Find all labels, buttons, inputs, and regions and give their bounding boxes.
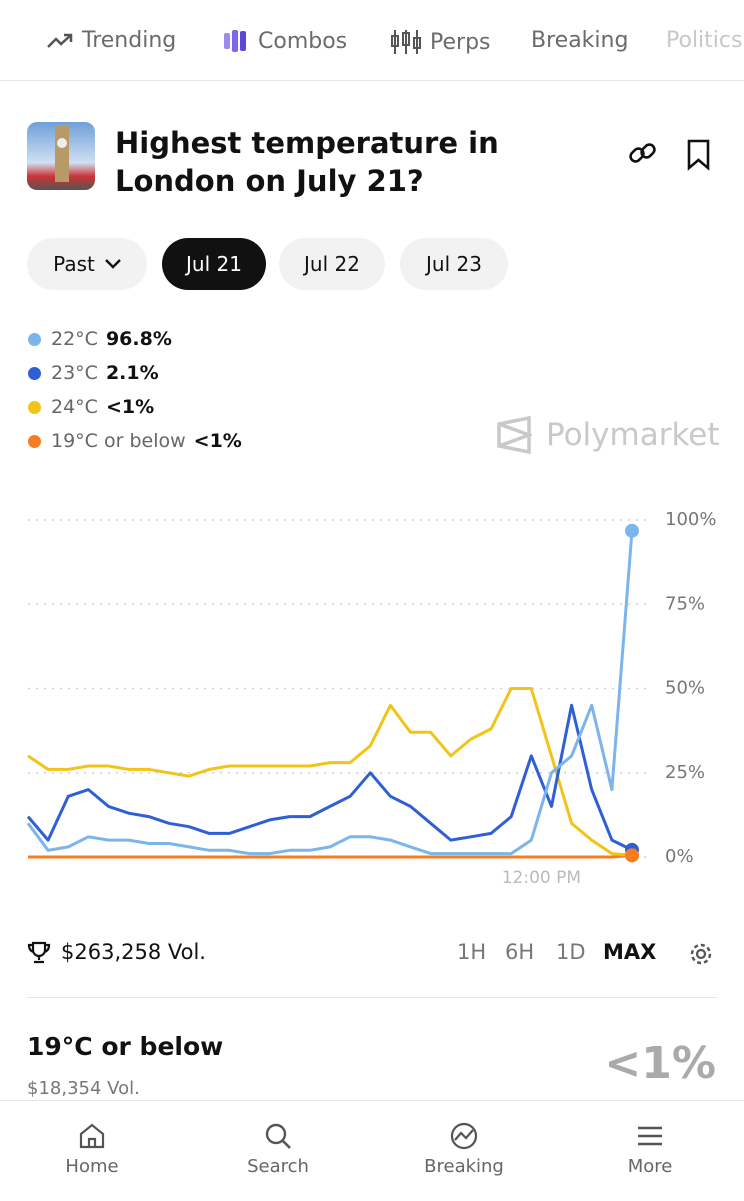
market-title: Highest temperature in London on July 21… — [115, 126, 499, 198]
icon — [638, 1126, 662, 1146]
icon — [391, 30, 421, 54]
y-tick-label: 75% — [665, 593, 705, 614]
chevron — [104, 259, 121, 269]
watermark-text: Polymarket — [546, 417, 720, 453]
tower — [55, 126, 69, 182]
tab-label: Trending — [82, 28, 177, 53]
nav-item[interactable]: Breaking — [404, 1121, 524, 1177]
legend-value: <1% — [105, 396, 155, 418]
nav-label: Home — [65, 1156, 119, 1177]
series-line — [28, 853, 633, 859]
y-tick-label: 100% — [665, 509, 716, 530]
legend-value: 2.1% — [105, 362, 159, 384]
clock — [57, 138, 67, 148]
nav-label: Breaking — [424, 1156, 504, 1177]
bottom-nav: Home Search Breaking More — [0, 1100, 744, 1201]
settings-button[interactable] — [687, 940, 715, 968]
nav-tab[interactable]: Trending — [46, 28, 176, 53]
divider — [27, 997, 717, 998]
outcome-chance: <1% — [604, 1038, 716, 1089]
icon — [450, 1122, 478, 1150]
logo — [497, 416, 532, 454]
date-pill[interactable]: Jul 21 — [162, 238, 266, 290]
series-line — [27, 687, 633, 857]
nav-tab[interactable]: Breaking — [531, 28, 628, 53]
legend-entry: 19°C or below <1% — [28, 430, 242, 452]
legend-name: 23°C — [51, 362, 98, 384]
pill-label: Jul 21 — [186, 252, 242, 276]
trophy-icon — [27, 941, 51, 964]
legend-name: 22°C — [51, 328, 98, 350]
market-image — [27, 122, 95, 190]
tab-label: Politics — [666, 28, 743, 53]
legend-name: 24°C — [51, 396, 98, 418]
legend-dot — [28, 400, 41, 414]
nav-label: Search — [247, 1156, 309, 1177]
top-nav: Trending Combos Perps Breaking Politics — [0, 0, 744, 81]
y-tick-label: 25% — [665, 762, 705, 783]
legend-dot — [28, 366, 41, 380]
y-tick-label: 50% — [665, 678, 705, 699]
link-button[interactable] — [626, 138, 660, 172]
icon — [79, 1123, 105, 1149]
date-pill[interactable]: Jul 22 — [279, 238, 385, 290]
pill-label: Jul 23 — [426, 252, 482, 276]
series-line — [26, 530, 634, 856]
range-button[interactable]: 1H — [457, 940, 487, 964]
outcome-name[interactable]: 19°C or below — [27, 1032, 224, 1061]
tab-label: Perps — [430, 29, 491, 55]
watermark: Polymarket — [496, 416, 720, 454]
legend-name: 19°C or below — [51, 430, 186, 452]
x-tick-label: 12:00 PM — [502, 868, 581, 888]
price-chart: 0% 25% 50% 75% 100% 12:00 PM — [26, 509, 716, 888]
legend-entry: 22°C 96.8% — [28, 328, 172, 350]
pill-label: Jul 22 — [304, 252, 360, 276]
y-tick-label: 0% — [665, 846, 694, 867]
nav-tab[interactable]: Combos — [222, 28, 347, 54]
volume: $263,258 Vol. — [61, 940, 206, 964]
nav-label: More — [627, 1156, 673, 1177]
nav-item[interactable]: Home — [32, 1121, 152, 1177]
bookmark-button[interactable] — [684, 138, 714, 172]
legend-value: <1% — [193, 430, 242, 452]
nav-item[interactable]: Search — [218, 1121, 338, 1177]
icon — [47, 33, 73, 48]
outcome-volume: $18,354 Vol. — [27, 1078, 140, 1099]
legend-dot — [28, 434, 41, 448]
date-pill[interactable]: Past — [27, 238, 147, 290]
pill-label: Past — [53, 252, 95, 276]
icon — [224, 30, 246, 52]
range-button[interactable]: MAX — [603, 940, 657, 964]
legend-entry: 24°C <1% — [28, 396, 154, 418]
legend-entry: 23°C 2.1% — [28, 362, 159, 384]
tab-label: Combos — [258, 28, 348, 54]
nav-tab[interactable]: Politics — [666, 28, 742, 53]
nav-tab[interactable]: Perps — [390, 28, 491, 56]
end-dot — [625, 523, 639, 538]
legend-dot — [28, 332, 41, 346]
icon — [265, 1123, 291, 1149]
legend-value: 96.8% — [105, 328, 172, 350]
end-dot — [625, 848, 639, 863]
date-pill[interactable]: Jul 23 — [400, 238, 508, 290]
range-button[interactable]: 1D — [556, 940, 586, 964]
range-button[interactable]: 6H — [505, 940, 535, 964]
series-line — [26, 703, 633, 852]
nav-item[interactable]: More — [590, 1121, 710, 1177]
tab-label: Breaking — [531, 28, 629, 53]
